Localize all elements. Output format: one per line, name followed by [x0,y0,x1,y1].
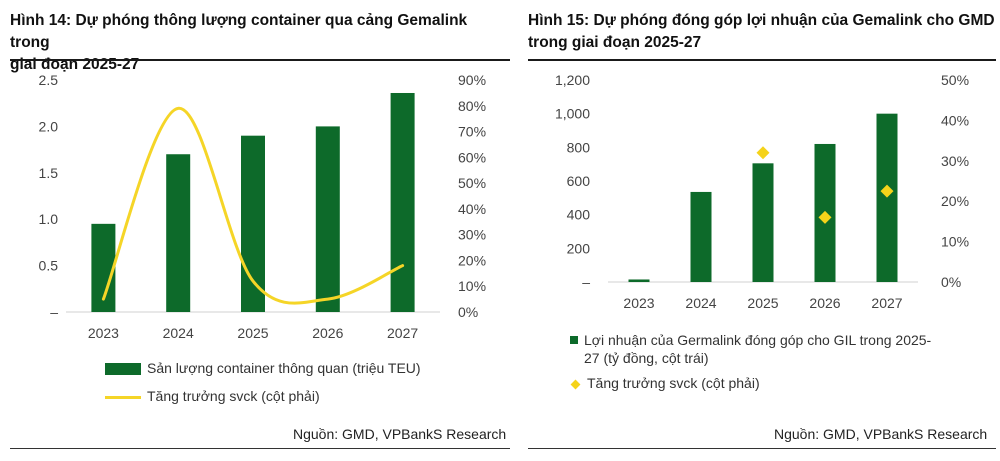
legend-swatch-profit-bar [570,336,578,344]
figure-14-top-rule [10,59,510,61]
fig15-bar [628,279,650,282]
fig15-y-right-tick-label: 40% [941,112,969,128]
figure-15-top-rule [528,59,996,61]
fig15-growth-marker [818,210,832,224]
fig14-x-tick-label: 2023 [88,325,119,341]
figure-14-chart: – 0.5 1.0 1.5 2.0 2.5 0% 10% 20% 30% 40% 50% 60% 70% 8… [39,72,487,341]
fig15-y-right-tick-label: 20% [941,193,969,209]
fig15-y-left-tick-label: 200 [567,240,591,256]
fig14-bar [241,135,265,312]
fig14-x-tick-label: 2024 [163,325,194,341]
fig15-y-left-tick-label: – [582,274,590,290]
fig15-y-right-tick-label: 0% [941,274,961,290]
fig14-x-tick-label: 2027 [387,325,418,341]
figure-14-bottom-rule [10,448,510,449]
fig14-y-right-tick-label: 90% [458,72,486,88]
figure-15-legend: Lợi nhuận của Germalink đóng góp cho GIL… [570,331,970,391]
fig14-y-right-tick-label: 60% [458,149,486,165]
fig15-growth-marker [880,184,894,198]
legend-label-bar: Sản lượng container thông quan (triệu TE… [147,360,421,376]
legend-item-line: Tăng trưởng svck (cột phải) [105,388,421,404]
fig14-growth-line [101,106,405,305]
figure-14: Hình 14: Dự phóng thông lượng container … [10,12,510,449]
legend-swatch-bar [105,363,141,375]
legend-label-profit-bar-line1: Lợi nhuận của Germalink đóng góp cho GIL… [584,332,932,348]
figure-14-legend: Sản lượng container thông quan (triệu TE… [105,360,421,404]
fig15-bar [752,163,774,282]
fig15-x-tick-label: 2024 [685,295,716,311]
fig15-y-right-tick-label: 10% [941,234,969,250]
legend-item-growth-marker: Tăng trưởng svck (cột phải) [570,375,970,391]
figure-15: Hình 15: Dự phóng đóng góp lợi nhuận của… [528,0,998,461]
fig15-y-right-tick-label: 30% [941,153,969,169]
legend-swatch-diamond [570,379,581,390]
fig15-x-tick-label: 2026 [809,295,840,311]
fig14-y-right-tick-label: 50% [458,175,486,191]
figure-15-chart: – 200 400 600 800 1,000 1,200 0% 10% 20% 30% 40% 50%… [555,72,969,311]
fig15-y-left-tick-label: 1,000 [555,106,590,122]
fig14-y-left-tick-label: 2.0 [39,118,59,134]
legend-label-line: Tăng trưởng svck (cột phải) [147,388,320,404]
fig14-y-left-tick-label: 2.5 [39,72,59,88]
legend-swatch-line [105,396,141,399]
fig15-bar [690,191,712,282]
fig15-bar [876,113,898,283]
legend-label-profit-bar: Lợi nhuận của Germalink đóng góp cho GIL… [584,331,931,367]
fig14-y-right-tick-label: 40% [458,201,486,217]
fig15-growth-marker [756,146,770,160]
fig14-bar [166,154,191,312]
fig14-y-right-tick-label: 0% [458,304,478,320]
fig14-y-left-tick-label: 0.5 [39,258,59,274]
fig15-y-left-tick-label: 400 [567,207,591,223]
fig14-y-left-tick-label: 1.0 [39,211,59,227]
fig14-y-right-tick-label: 80% [458,98,486,114]
fig15-y-right-tick-label: 50% [941,72,969,88]
fig14-y-right-tick-label: 30% [458,227,486,243]
fig14-x-tick-label: 2025 [237,325,268,341]
fig14-bar [390,92,415,312]
figure-15-bottom-rule [528,448,996,449]
legend-label-profit-bar-line2: 27 (tỷ đồng, cột trái) [584,350,709,366]
figure-15-title-line2: trong giai đoạn 2025-27 [528,34,702,51]
fig15-y-left-tick-label: 600 [567,173,591,189]
fig14-y-right-tick-label: 20% [458,252,486,268]
fig15-x-tick-label: 2023 [623,295,654,311]
fig14-y-left-tick-label: – [50,304,58,320]
fig15-x-tick-label: 2025 [747,295,778,311]
figure-14-source: Nguồn: GMD, VPBankS Research [293,426,507,442]
legend-item-bar: Sản lượng container thông quan (triệu TE… [105,360,421,388]
figure-15-title-line1: Hình 15: Dự phóng đóng góp lợi nhuận của… [528,12,995,29]
legend-item-profit-bar: Lợi nhuận của Germalink đóng góp cho GIL… [570,331,970,375]
fig14-y-left-tick-label: 1.5 [39,165,59,181]
fig15-x-tick-label: 2027 [871,295,902,311]
figure-14-title-line1: Hình 14: Dự phóng thông lượng container … [10,12,468,51]
legend-label-growth-marker: Tăng trưởng svck (cột phải) [587,375,760,391]
figure-15-title: Hình 15: Dự phóng đóng góp lợi nhuận của… [528,10,995,54]
fig14-y-right-tick-label: 70% [458,124,486,140]
fig15-y-left-tick-label: 800 [567,139,591,155]
fig14-x-tick-label: 2026 [312,325,343,341]
fig15-y-left-tick-label: 1,200 [555,72,590,88]
fig14-y-right-tick-label: 10% [458,278,486,294]
figure-15-source: Nguồn: GMD, VPBankS Research [774,426,988,442]
fig14-bar [315,126,340,313]
